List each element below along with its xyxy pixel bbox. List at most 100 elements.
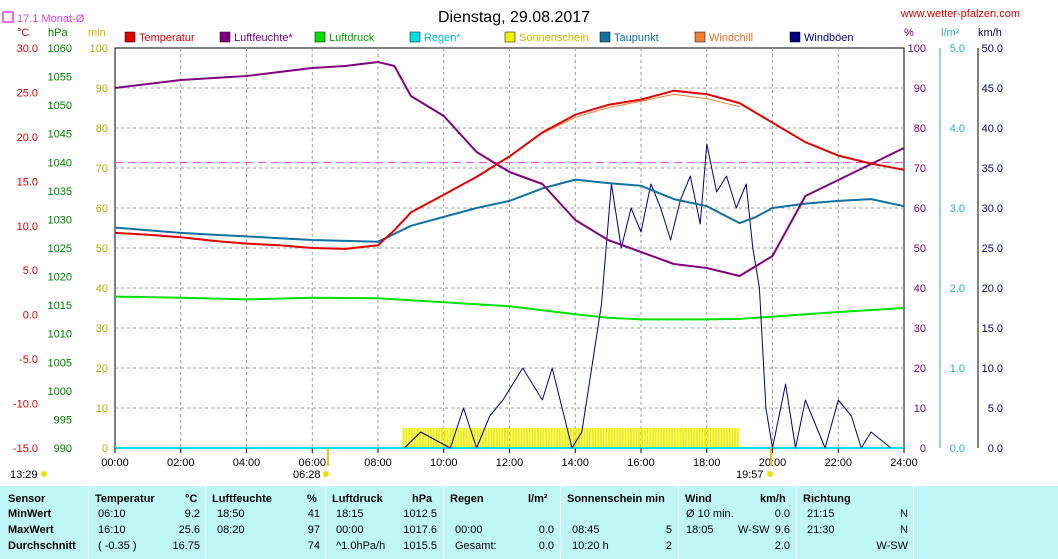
- temp-axis-tick: -5.0: [19, 354, 38, 366]
- stat-t-val: 16.75: [172, 540, 200, 552]
- sunshine-bar: [709, 428, 712, 448]
- unit-hpa: hPa: [48, 27, 68, 39]
- legend-swatch: [409, 31, 421, 43]
- sunshine-bar: [695, 428, 698, 448]
- stat-p-val: 1012.5: [403, 508, 437, 520]
- stat-r-time: 00:00: [455, 524, 483, 536]
- stat-label: MinWert: [8, 508, 52, 520]
- x-tick-label: 20:00: [759, 457, 787, 469]
- x-tick-label: 12:00: [496, 457, 524, 469]
- stat-t-val: 9.2: [184, 508, 200, 520]
- sunshine-bar: [473, 428, 476, 448]
- wind-axis-tick: 10.0: [982, 363, 1003, 375]
- minutes-axis-tick: 10: [96, 403, 108, 415]
- sunshine-bar: [643, 428, 646, 448]
- stat-r-time: Gesamt:: [455, 540, 497, 552]
- stat-t-time: 06:10: [98, 508, 126, 520]
- sunshine-bar: [731, 428, 734, 448]
- sunshine-bar: [630, 428, 633, 448]
- x-tick-label: 24:00: [890, 457, 918, 469]
- series-windböen: [403, 143, 892, 449]
- sunshine-bar: [443, 428, 446, 448]
- sunshine-bar: [435, 428, 438, 448]
- sunshine-bar: [580, 428, 583, 448]
- monthly-avg-icon: [2, 11, 14, 23]
- sunset-label: 19:57: [736, 469, 764, 481]
- header-wind-unit: km/h: [760, 493, 786, 505]
- sunshine-bar: [410, 428, 413, 448]
- sunshine-bar: [575, 428, 578, 448]
- sunshine-bar: [402, 428, 405, 448]
- sunshine-bar: [668, 428, 671, 448]
- stat-h-time: 18:50: [217, 508, 245, 520]
- sunshine-bar: [460, 428, 463, 448]
- humidity-axis-tick: 40: [914, 283, 926, 295]
- rain-axis-tick: 4.0: [950, 123, 965, 135]
- sunshine-bar: [553, 428, 556, 448]
- minutes-axis-tick: 0: [102, 443, 108, 455]
- legend-swatch: [314, 31, 326, 43]
- monthly-avg-label: 17.1 Monat-Ø: [17, 13, 85, 25]
- unit-min: min: [88, 27, 106, 39]
- stat-p-time: 00:00: [336, 524, 364, 536]
- sunshine-bar: [495, 428, 498, 448]
- sunshine-bar: [539, 428, 542, 448]
- sunshine-bar: [586, 428, 589, 448]
- wind-axis-tick: 35.0: [982, 163, 1003, 175]
- stat-w-val: 0.0: [774, 508, 790, 520]
- wind-axis-tick: 25.0: [982, 243, 1003, 255]
- sunshine-bar: [736, 428, 739, 448]
- temp-axis-tick: 5.0: [23, 265, 38, 277]
- minutes-axis-tick: 60: [96, 203, 108, 215]
- wind-axis-tick: 15.0: [982, 323, 1003, 335]
- legend-swatch: [789, 31, 801, 43]
- pressure-axis-tick: 1010: [48, 329, 72, 341]
- x-tick-label: 08:00: [364, 457, 392, 469]
- sunshine-bar: [569, 428, 572, 448]
- sunshine-bar: [520, 428, 523, 448]
- legend-label: Taupunkt: [614, 32, 659, 44]
- humidity-axis-tick: 80: [914, 123, 926, 135]
- legend-label: Windchill: [709, 32, 753, 44]
- sunshine-bar: [514, 428, 517, 448]
- sunshine-bar: [698, 428, 701, 448]
- sunshine-bar: [704, 428, 707, 448]
- x-tick-label: 18:00: [693, 457, 721, 469]
- sunshine-bar: [723, 428, 726, 448]
- sunshine-bar: [476, 428, 479, 448]
- sunshine-bar: [523, 428, 526, 448]
- sunshine-bar: [627, 428, 630, 448]
- legend-swatch: [219, 31, 231, 43]
- legend-label: Temperatur: [139, 32, 195, 44]
- site-link[interactable]: www.wetter-pfalzen.com: [900, 8, 1020, 20]
- sunshine-bar: [490, 428, 493, 448]
- stat-t-val: 25.6: [178, 524, 200, 536]
- sun-icon: [41, 471, 47, 477]
- stat-w-time: 18:05: [686, 524, 714, 536]
- minutes-axis-tick: 40: [96, 283, 108, 295]
- sunshine-bar: [662, 428, 665, 448]
- sunshine-bar: [547, 428, 550, 448]
- sunshine-bar: [610, 428, 613, 448]
- minutes-axis-tick: 100: [90, 43, 108, 55]
- pressure-axis-tick: 1005: [48, 357, 72, 369]
- sunshine-bar: [638, 428, 641, 448]
- temp-axis-tick: 10.0: [17, 221, 38, 233]
- x-tick-label: 06:00: [298, 457, 326, 469]
- humidity-axis-tick: 50: [914, 243, 926, 255]
- sunshine-bar: [558, 428, 561, 448]
- stat-w-dir: W-SW: [738, 524, 770, 536]
- sunshine-bar: [641, 428, 643, 448]
- sunshine-bar: [572, 428, 575, 448]
- humidity-axis-tick: 100: [908, 43, 926, 55]
- stat-r-val: 0.0: [538, 524, 554, 536]
- sunshine-bar: [561, 428, 564, 448]
- header-temp-unit: °C: [185, 493, 198, 505]
- minutes-axis-tick: 80: [96, 123, 108, 135]
- sunshine-bar: [556, 428, 559, 448]
- legend-label: Windböen: [804, 32, 854, 44]
- sunshine-bar: [564, 428, 567, 448]
- humidity-axis-tick: 70: [914, 163, 926, 175]
- sunshine-bar: [701, 428, 704, 448]
- unit-temp: °C: [17, 27, 29, 39]
